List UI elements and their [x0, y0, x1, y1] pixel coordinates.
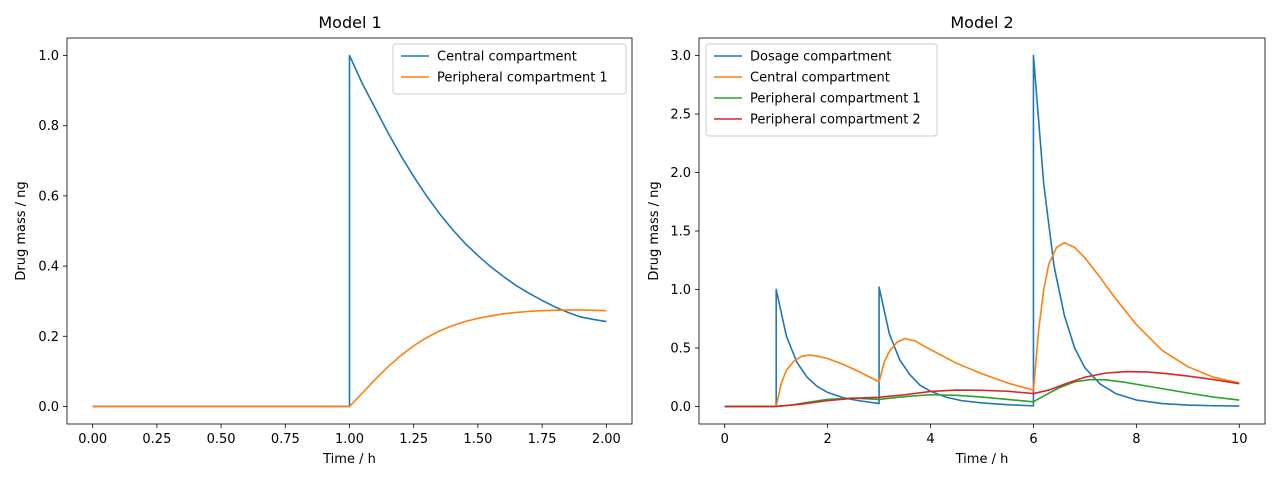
y-tick-label: 1.0 — [38, 49, 59, 64]
legend-label: Peripheral compartment 1 — [437, 71, 608, 86]
plot-title: Model 1 — [318, 13, 381, 32]
legend-label: Central compartment — [750, 71, 890, 86]
x-tick-label: 0.25 — [142, 432, 171, 447]
x-tick-label: 6 — [1029, 432, 1037, 447]
y-tick-label: 2.5 — [670, 108, 691, 123]
legend-label: Dosage compartment — [750, 50, 892, 65]
plot-title: Model 2 — [950, 13, 1013, 32]
legend-box — [705, 43, 938, 137]
series-group — [724, 54, 1240, 408]
series-group — [92, 54, 607, 408]
y-tick-label: 1.5 — [670, 225, 691, 240]
y-tick-label: 1.0 — [670, 283, 691, 298]
y-axis-title: Drug mass / ng — [14, 181, 29, 280]
y-tick-label: 3.0 — [670, 49, 691, 64]
series-line-3 — [724, 378, 1240, 408]
ticks-group: 0.00 0.25 0.50 0.75 1.00 1.25 1.50 1.75 2.00 0.0 0… — [38, 49, 620, 447]
x-tick-label: 0.75 — [271, 432, 300, 447]
series-line-4 — [724, 370, 1240, 408]
y-tick-label: 0.5 — [670, 341, 691, 356]
x-tick-label: 1.25 — [399, 432, 428, 447]
legend: Dosage compartment Central compartment Per… — [705, 43, 938, 137]
model-2-plot: Model 2 0 2 4 6 8 10 0.0 0.5 1.0 1.5 2.0 2.5 3.0 Tim… — [647, 13, 1266, 467]
y-tick-label: 0.4 — [38, 260, 59, 275]
x-tick-label: 0 — [721, 432, 729, 447]
x-tick-label: 0.00 — [78, 432, 107, 447]
legend-box — [392, 43, 627, 95]
y-tick-label: 0.6 — [38, 189, 59, 204]
series-line-2 — [92, 309, 607, 408]
ticks-group: 0 2 4 6 8 10 0.0 0.5 1.0 1.5 2.0 2.5 3.0 — [670, 49, 1247, 447]
y-tick-label: 0.0 — [38, 400, 59, 415]
x-axis-title: Time / h — [322, 452, 376, 467]
y-tick-label: 0.0 — [670, 400, 691, 415]
y-axis-title: Drug mass / ng — [647, 181, 662, 280]
series-line-1 — [92, 54, 607, 408]
x-tick-label: 10 — [1231, 432, 1248, 447]
legend-label: Peripheral compartment 2 — [750, 113, 921, 128]
x-tick-label: 2.00 — [592, 432, 621, 447]
x-tick-label: 1.00 — [335, 432, 364, 447]
x-tick-label: 2 — [823, 432, 831, 447]
legend-label: Central compartment — [437, 50, 577, 65]
y-tick-label: 2.0 — [670, 166, 691, 181]
series-line-1 — [724, 54, 1240, 408]
x-tick-label: 1.50 — [463, 432, 492, 447]
series-line-2 — [724, 241, 1240, 408]
axes-frame — [66, 37, 633, 425]
legend-label: Peripheral compartment 1 — [750, 92, 921, 107]
y-tick-label: 0.2 — [38, 330, 59, 345]
x-tick-label: 1.75 — [528, 432, 557, 447]
model-1-plot: Model 1 0.00 0.25 0.50 0.75 1.00 1.25 1.50 1.75… — [14, 13, 633, 467]
x-tick-label: 4 — [926, 432, 934, 447]
axes-frame — [698, 37, 1266, 425]
x-tick-label: 0.50 — [207, 432, 236, 447]
x-axis-title: Time / h — [955, 452, 1009, 467]
x-tick-label: 8 — [1132, 432, 1140, 447]
legend: Central compartment Peripheral compartmen… — [392, 43, 627, 95]
y-tick-label: 0.8 — [38, 119, 59, 134]
